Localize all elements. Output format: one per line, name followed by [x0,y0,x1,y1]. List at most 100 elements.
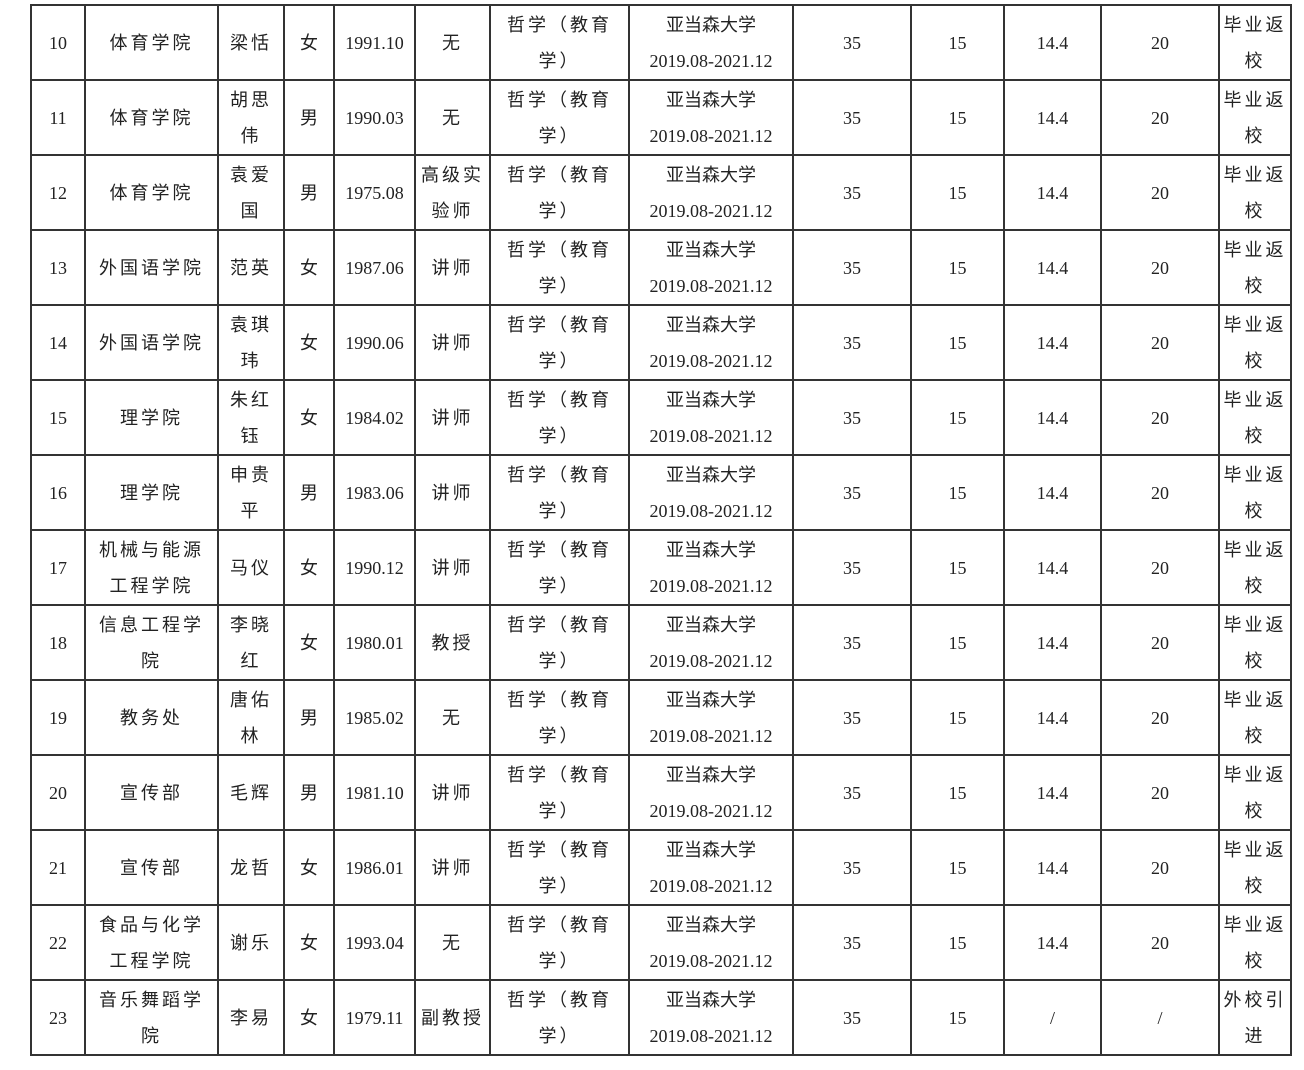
major: 哲学（教育学） [489,904,630,981]
title: 讲师 [414,304,491,381]
period: 2019.08-2021.12 [649,500,773,521]
period: 2019.08-2021.12 [649,50,773,71]
value-d: 20 [1100,379,1220,456]
table-body: 10 体育学院 梁恬女 1991.10 无哲学（教育学） 亚当森大学 2019.08-202… [30,4,1292,1056]
college: 外国语学院 [84,304,219,381]
value-a: 35 [792,379,912,456]
birth: 1990.03 [333,79,416,156]
major: 哲学（教育学） [489,754,630,831]
value-d: 20 [1100,79,1220,156]
value-b: 15 [910,229,1005,306]
index: 11 [30,79,86,156]
value-b: 15 [910,829,1005,906]
birth: 1993.04 [333,904,416,981]
gender: 男 [283,754,335,831]
title: 讲师 [414,829,491,906]
value-c: 14.4 [1003,604,1102,681]
index: 16 [30,454,86,531]
value-d: 20 [1100,829,1220,906]
school: 亚当森大学 [666,689,756,710]
index: 21 [30,829,86,906]
title: 讲师 [414,529,491,606]
table-row: 20 宣传部 毛辉男 1981.10 讲师 哲学（教育学） 亚当森大学 2019.08-202… [30,754,1292,831]
school-cell: 亚当森大学 2019.08-2021.12 [628,604,794,681]
college: 外国语学院 [84,229,219,306]
value-b: 15 [910,754,1005,831]
title: 副教授 [414,979,491,1056]
school-cell: 亚当森大学 2019.08-2021.12 [628,679,794,756]
gender: 女 [283,4,335,81]
birth: 1990.06 [333,304,416,381]
major: 哲学（教育学） [489,379,630,456]
note: 外校引进 [1218,979,1292,1056]
value-c: 14.4 [1003,529,1102,606]
college: 宣传部 [84,829,219,906]
birth: 1985.02 [333,679,416,756]
school-cell: 亚当森大学 2019.08-2021.12 [628,979,794,1056]
title: 讲师 [414,754,491,831]
value-c: 14.4 [1003,679,1102,756]
value-c: / [1003,979,1102,1056]
school-cell: 亚当森大学 2019.08-2021.12 [628,904,794,981]
value-c: 14.4 [1003,79,1102,156]
note: 毕业返校 [1218,754,1292,831]
value-a: 35 [792,4,912,81]
name: 胡思伟 [217,79,285,156]
college: 机械与能源工程学院 [84,529,219,606]
value-d: 20 [1100,4,1220,81]
table-row: 11 体育学院 胡思伟男 1990.03 无哲学（教育学） 亚当森大学 2019.08-20… [30,79,1292,156]
table-row: 10 体育学院 梁恬女 1991.10 无哲学（教育学） 亚当森大学 2019.08-202… [30,4,1292,81]
value-d: 20 [1100,904,1220,981]
name: 毛辉 [217,754,285,831]
index: 19 [30,679,86,756]
gender: 女 [283,829,335,906]
index: 20 [30,754,86,831]
note: 毕业返校 [1218,79,1292,156]
value-a: 35 [792,154,912,231]
school: 亚当森大学 [666,314,756,335]
birth: 1980.01 [333,604,416,681]
birth: 1983.06 [333,454,416,531]
birth: 1981.10 [333,754,416,831]
value-d: 20 [1100,604,1220,681]
value-c: 14.4 [1003,304,1102,381]
value-a: 35 [792,229,912,306]
school: 亚当森大学 [666,89,756,110]
value-d: 20 [1100,454,1220,531]
gender: 女 [283,529,335,606]
table-row: 19 教务处 唐佑林男 1985.02 无哲学（教育学） 亚当森大学 2019.08-202… [30,679,1292,756]
school-cell: 亚当森大学 2019.08-2021.12 [628,4,794,81]
school: 亚当森大学 [666,839,756,860]
major: 哲学（教育学） [489,304,630,381]
gender: 女 [283,979,335,1056]
period: 2019.08-2021.12 [649,875,773,896]
period: 2019.08-2021.12 [649,350,773,371]
table-row: 18 信息工程学院 李晓红女 1980.01 教授 哲学（教育学） 亚当森大学 2019.08… [30,604,1292,681]
name: 李易 [217,979,285,1056]
note: 毕业返校 [1218,379,1292,456]
name: 朱红钰 [217,379,285,456]
note: 毕业返校 [1218,304,1292,381]
period: 2019.08-2021.12 [649,950,773,971]
name: 谢乐 [217,904,285,981]
name: 范英 [217,229,285,306]
birth: 1984.02 [333,379,416,456]
value-d: 20 [1100,529,1220,606]
period: 2019.08-2021.12 [649,425,773,446]
title: 高级实验师 [414,154,491,231]
value-a: 35 [792,979,912,1056]
school-cell: 亚当森大学 2019.08-2021.12 [628,529,794,606]
gender: 男 [283,154,335,231]
value-d: 20 [1100,304,1220,381]
major: 哲学（教育学） [489,229,630,306]
college: 理学院 [84,379,219,456]
value-a: 35 [792,679,912,756]
value-c: 14.4 [1003,154,1102,231]
name: 唐佑林 [217,679,285,756]
college: 体育学院 [84,154,219,231]
school: 亚当森大学 [666,239,756,260]
school-cell: 亚当森大学 2019.08-2021.12 [628,754,794,831]
period: 2019.08-2021.12 [649,200,773,221]
college: 教务处 [84,679,219,756]
